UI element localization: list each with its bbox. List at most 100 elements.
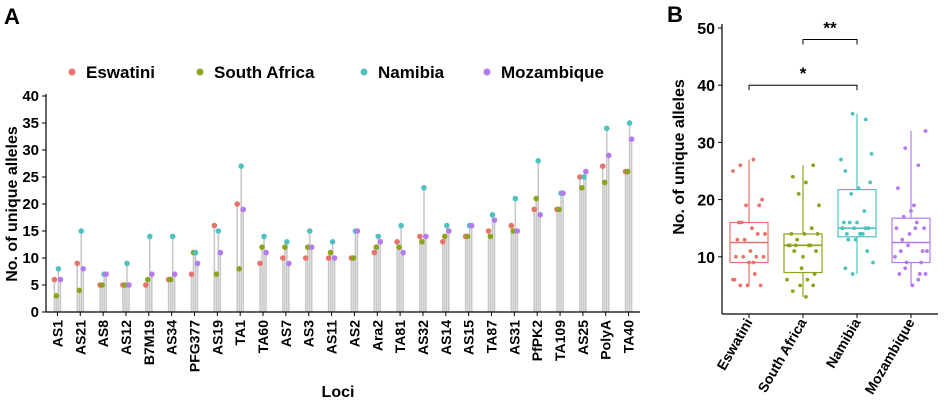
panel-b-point-south-africa [789, 232, 794, 236]
panel-a-point-south-africa [304, 244, 311, 250]
panel-a-point-south-africa [327, 249, 334, 256]
panel-a-point-namibia [215, 228, 222, 234]
panel-b-point-south-africa [809, 226, 814, 231]
panel-b-point-namibia [863, 117, 868, 122]
panel-a-x-tick-label: TA81 [392, 320, 408, 353]
panel-b-point-eswatini [742, 237, 747, 242]
panel-a-point-south-africa [533, 195, 539, 202]
panel-a-point-mozambique [491, 217, 498, 223]
panel-b-point-eswatini [763, 232, 767, 236]
panel-a-point-namibia [306, 228, 313, 234]
panel-a-legend: Eswatini South Africa Namibia Mozambique [68, 63, 604, 82]
panel-a-point-eswatini [234, 201, 240, 207]
panel-a-point-south-africa [396, 244, 402, 250]
panel-b-points [731, 111, 929, 299]
panel-b-point-south-africa [793, 243, 798, 248]
panel-a-x-tick-label: PFG377 [187, 320, 203, 372]
significance-bracket [802, 38, 858, 45]
panel-a-point-south-africa [487, 233, 494, 240]
panel-b-point-mozambique [913, 226, 918, 231]
panel-a-point-eswatini [485, 228, 492, 234]
panel-a-x-tick-label: TA109 [552, 320, 568, 361]
panel-a-point-mozambique [446, 228, 452, 234]
panel-a-point-namibia [535, 158, 541, 164]
panel-b-point-south-africa [817, 203, 821, 208]
panel-a-point-eswatini [531, 206, 537, 213]
panel-b-point-mozambique [919, 260, 924, 265]
panel-a-point-south-africa [556, 206, 562, 213]
panel-a-point-mozambique [514, 228, 521, 234]
panel-b-point-namibia [865, 249, 870, 253]
panel-a-y-axis-title: No. of unique alleles [4, 126, 21, 282]
panel-b-point-eswatini [751, 260, 756, 265]
panel-a-point-eswatini [211, 222, 218, 229]
panel-a-point-south-africa [510, 228, 517, 234]
panel-a-point-mozambique [80, 266, 87, 272]
panel-a-x-tick-label: AS34 [164, 320, 180, 355]
panel-a-x-tick-label: AS12 [118, 320, 134, 355]
panel-a-y-tick-label: 35 [22, 115, 39, 132]
panel-a-point-eswatini [417, 233, 423, 240]
panel-b-point-namibia [846, 237, 851, 242]
panel-b-point-south-africa [804, 180, 808, 185]
panel-a-points [51, 120, 635, 299]
panel-a-y-tick-label: 15 [22, 223, 39, 240]
legend-label-mozambique: Mozambique [501, 63, 604, 82]
panel-a-point-south-africa [442, 233, 448, 240]
panel-b-point-namibia [843, 169, 848, 173]
panel-a-point-eswatini [143, 282, 149, 288]
panel-a-point-eswatini [280, 255, 286, 261]
panel-a: A Eswatini South Africa Namibia Mozambique … [4, 4, 640, 401]
panel-a-point-eswatini [51, 276, 58, 283]
panel-a-point-mozambique [583, 168, 589, 175]
panel-a-point-mozambique [628, 136, 635, 142]
panel-a-x-tick-label: AS7 [278, 320, 294, 347]
panel-b-point-eswatini [758, 283, 763, 288]
panel-b-point-namibia [852, 226, 856, 231]
panel-a-point-mozambique [263, 249, 269, 256]
panel-a-point-mozambique [423, 233, 429, 240]
panel-b-point-namibia [860, 232, 865, 236]
panel-a-point-south-africa [76, 287, 83, 294]
panel-a-point-south-africa [419, 239, 425, 245]
panel-a-x-axis-title: Loci [322, 384, 355, 401]
panel-b-point-mozambique [898, 249, 903, 253]
panel-a-y-tick-label: 40 [22, 88, 39, 105]
panel-a-point-south-africa [579, 185, 585, 191]
panel-a-point-south-africa [145, 276, 151, 283]
panel-b-point-mozambique [893, 254, 897, 259]
panel-b-y-tick-label: 20 [697, 193, 715, 210]
panel-a-point-mozambique [605, 152, 612, 159]
panel-a-point-south-africa [464, 233, 471, 240]
panel-a-point-namibia [489, 212, 496, 218]
panel-a-label: A [4, 4, 20, 29]
panel-a-y-tick-label: 20 [22, 196, 39, 213]
panel-a-point-eswatini [302, 255, 309, 261]
panel-b-point-mozambique [897, 272, 902, 276]
panel-a-x-tick-label: AS32 [415, 320, 431, 355]
panel-b-point-namibia [866, 226, 871, 231]
panel-a-x-tick-label: AS11 [324, 320, 340, 354]
panel-a-x-tick-label: TA87 [484, 320, 500, 353]
panel-b-point-eswatini [735, 237, 740, 242]
panel-b-x-tick-label: Eswatini [713, 316, 755, 373]
panel-b-point-eswatini [751, 157, 756, 162]
panel-b-point-eswatini [732, 277, 737, 282]
panel-a-y-tick-label: 5 [31, 277, 39, 294]
panel-a-point-south-africa [236, 266, 242, 272]
panel-a-point-mozambique [468, 222, 475, 229]
panel-a-point-mozambique [308, 244, 315, 250]
panel-a-point-south-africa [282, 244, 288, 250]
panel-a-point-namibia [261, 233, 267, 240]
panel-a-point-mozambique [103, 271, 109, 278]
panel-a-axes: 0 5 10 15 20 25 30 35 40 AS1 AS21 AS8 AS12 B7M19 AS34 P… [22, 88, 640, 372]
panel-a-point-mozambique [331, 255, 338, 261]
panel-b-point-south-africa [811, 283, 816, 288]
panel-a-point-namibia [398, 222, 404, 229]
legend-label-south-africa: South Africa [214, 63, 315, 82]
panel-b-point-mozambique [894, 226, 899, 231]
panel-b-point-eswatini [734, 254, 738, 259]
panel-b-point-namibia [849, 191, 854, 196]
